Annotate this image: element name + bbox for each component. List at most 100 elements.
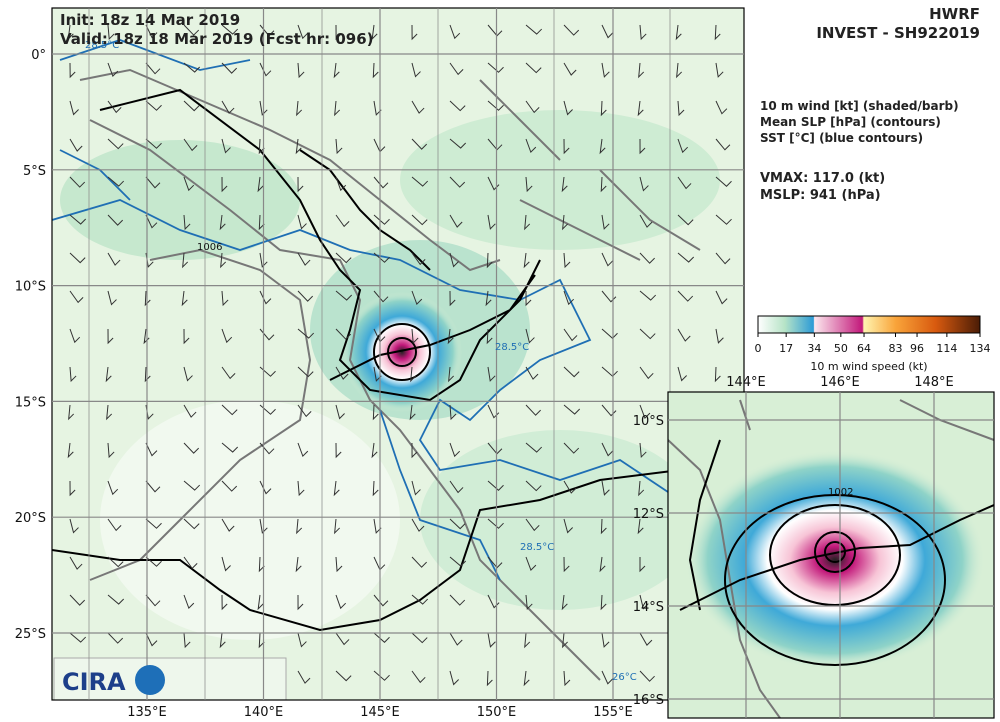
wind-barb (221, 556, 231, 572)
lon-label: 150°E (477, 705, 517, 720)
wind-barb (183, 366, 193, 382)
wind-barb (297, 594, 304, 611)
wind-barb (525, 518, 540, 532)
wind-barb (182, 252, 189, 269)
wind-barb (411, 214, 428, 226)
wind-barb (677, 366, 688, 382)
inset-lon-label: 148°E (914, 375, 954, 390)
wind-barb (411, 138, 428, 150)
wind-barb (449, 632, 463, 646)
wind-barb (145, 518, 162, 529)
wind-barb (69, 176, 86, 188)
wind-barb (487, 480, 504, 491)
wind-barb (333, 62, 340, 79)
wind-barb (145, 176, 161, 189)
wind-barb (601, 24, 614, 39)
wind-barb (297, 480, 305, 497)
wind-barb (525, 404, 541, 416)
wind-barb (183, 480, 201, 491)
wind-barb (486, 328, 493, 345)
wind-barb (371, 442, 378, 459)
wind-barb (639, 138, 646, 155)
wind-barb (183, 62, 201, 73)
wind-barb (487, 214, 496, 230)
wind-barb (221, 366, 236, 380)
wind-barb (639, 442, 647, 459)
lat-label: 15°S (15, 395, 46, 410)
wind-barb (449, 556, 467, 567)
wind-barb (525, 176, 533, 193)
wind-barb (525, 480, 542, 492)
wind-barb (145, 556, 162, 567)
wind-barb (676, 62, 683, 79)
wind-barb (639, 176, 649, 192)
wind-barb (411, 176, 429, 187)
wind-barb (335, 594, 347, 610)
wind-barb (221, 594, 228, 611)
map-frame (51, 7, 745, 701)
wind-barb (601, 632, 610, 648)
wind-barb (183, 632, 191, 649)
wind-barb (335, 670, 352, 682)
wind-barb (525, 556, 537, 572)
wind-barb (107, 138, 124, 150)
wind-barb (372, 62, 379, 79)
wind-barb (183, 214, 191, 231)
wind-barb (295, 138, 302, 155)
wind-barb (563, 62, 577, 76)
wind-barb (259, 290, 272, 305)
wind-barb (638, 62, 645, 79)
wind-barb (258, 556, 265, 573)
inset-map (668, 392, 994, 718)
wind-barb (599, 138, 606, 155)
wind-barb (145, 442, 158, 457)
wind-barb (335, 442, 342, 459)
wind-barb (107, 176, 125, 187)
wind-barb (487, 366, 496, 382)
wind-barb (601, 404, 617, 417)
wind-barb (714, 24, 721, 41)
wind-barb (221, 176, 228, 193)
wind-barb (335, 214, 350, 228)
inset-lat-label: 10°S (633, 414, 664, 429)
lat-label: 25°S (15, 627, 46, 642)
slp-label: 1006 (197, 242, 222, 253)
wind-barb (297, 328, 315, 339)
wind-barb (221, 328, 233, 344)
wind-barb (600, 176, 607, 193)
wind-barb (601, 442, 614, 457)
wind-barb (221, 480, 238, 492)
wind-barb (715, 100, 728, 115)
wind-barb (181, 290, 188, 307)
wind-barb (561, 594, 568, 611)
inset-lon-label: 146°E (820, 375, 860, 390)
wind-barb (183, 404, 197, 418)
wind-barb (107, 252, 121, 266)
wind-barb (411, 290, 423, 306)
main-map (52, 8, 744, 700)
inset-lat-label: 16°S (633, 693, 664, 708)
wind-barb (639, 404, 651, 420)
wind-barb (297, 366, 314, 378)
wind-barb (411, 24, 418, 41)
legend-line: 10 m wind [kt] (shaded/barb) (760, 99, 959, 113)
wind-barb (639, 556, 646, 573)
wind-barb (411, 252, 426, 266)
wind-barb (449, 62, 464, 76)
wind-barb (449, 594, 466, 606)
wind-barb (449, 290, 456, 307)
wind-barb (524, 214, 531, 231)
wind-barb (601, 214, 610, 230)
wind-barb (523, 252, 530, 269)
wind-barb (257, 176, 264, 193)
wind-barb (411, 670, 426, 684)
colorbar-tick-label: 50 (834, 342, 848, 355)
wind-barb (183, 176, 195, 192)
colorbar-tick-label: 114 (936, 342, 957, 355)
lon-label: 145°E (360, 705, 400, 720)
wind-barb (449, 670, 460, 686)
wind-barb (600, 594, 607, 611)
wind-barb (69, 518, 79, 534)
wind-barb (107, 214, 124, 226)
